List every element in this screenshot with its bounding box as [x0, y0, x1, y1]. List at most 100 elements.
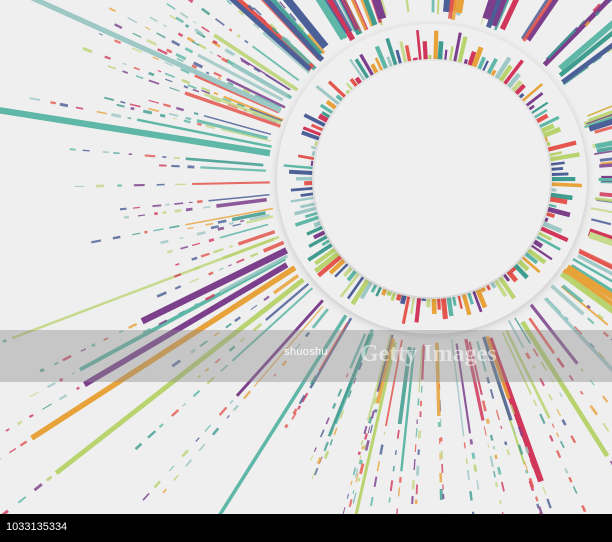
ray-dash: [179, 12, 189, 19]
ray-dash: [469, 439, 474, 445]
ring-tick: [328, 258, 346, 275]
ring-tick: [370, 63, 379, 74]
ray-dash: [201, 7, 211, 16]
ring-tick: [386, 56, 393, 67]
ring-tick: [294, 215, 319, 227]
ring-tick: [551, 166, 564, 171]
ray-dash: [148, 71, 155, 77]
ray-dash: [200, 252, 210, 258]
ray-dash: [171, 409, 180, 417]
ray-dash: [53, 361, 59, 366]
ray-dash: [602, 331, 609, 338]
ring-tick: [321, 239, 330, 247]
ray-dash: [124, 215, 130, 219]
ray-line: [216, 197, 267, 208]
ray-line: [231, 287, 314, 362]
watermark-band: [0, 330, 612, 382]
ray-dash: [29, 97, 41, 102]
ray-line: [185, 207, 274, 226]
ray-dash: [353, 377, 357, 384]
ray-dash: [379, 444, 384, 455]
ray-line: [185, 157, 264, 167]
ray-dash: [292, 408, 298, 415]
ray-dash: [197, 43, 207, 50]
ray-dash: [166, 3, 176, 10]
ring-tick: [551, 172, 569, 176]
ray-dash: [298, 23, 305, 31]
ring-tick: [313, 230, 326, 240]
ray-dash: [127, 117, 132, 120]
ray-dash: [184, 47, 194, 54]
ray-dash: [579, 390, 584, 395]
ray-dash: [222, 97, 232, 103]
ray-dash: [394, 450, 397, 455]
ray-dash: [494, 454, 498, 460]
ray-dash: [111, 113, 122, 118]
ray-dash: [388, 497, 391, 503]
ray-dash: [239, 337, 246, 343]
ray-dash: [205, 71, 210, 75]
ray-dash: [213, 247, 224, 254]
ring-tick: [510, 266, 517, 273]
ray-dash: [350, 480, 353, 486]
ray-line: [600, 181, 612, 184]
ray-line: [589, 116, 612, 126]
ray-dash: [42, 403, 52, 410]
ray-dash: [183, 85, 189, 89]
ray-dash: [177, 32, 184, 38]
ray-dash: [104, 96, 115, 102]
ray-dash: [578, 20, 585, 27]
ray-dash: [153, 480, 162, 489]
ray-dash: [131, 47, 142, 53]
ray-dash: [224, 48, 235, 57]
ray-dash: [142, 492, 150, 501]
ray-dash: [190, 348, 196, 354]
ray-dash: [238, 9, 245, 16]
ray-line: [30, 265, 297, 441]
ray-dash: [208, 238, 215, 243]
ray-dash: [481, 400, 487, 412]
ring-tick: [546, 212, 556, 218]
ray-line: [213, 33, 299, 92]
ray-dash: [29, 391, 40, 398]
ray-dash: [539, 413, 546, 425]
ray-dash: [352, 490, 355, 494]
ray-dash: [361, 445, 365, 450]
ray-dash: [127, 17, 138, 24]
ray-dash: [173, 273, 182, 278]
ray-line: [380, 0, 388, 16]
ray-dash: [319, 429, 325, 438]
ray-line: [311, 308, 329, 329]
ring-tick: [314, 247, 337, 266]
ray-dash: [555, 432, 560, 438]
ray-line: [219, 223, 269, 239]
ray-dash: [153, 228, 164, 232]
ray-line: [318, 322, 348, 371]
ray-dash: [98, 33, 103, 36]
ray-dash: [168, 112, 179, 118]
ray-dash: [176, 57, 184, 63]
ray-dash: [512, 425, 517, 435]
ring-tick: [441, 298, 448, 320]
ring-tick: [339, 273, 360, 298]
ray-dash: [145, 26, 151, 31]
ring-tick: [404, 45, 412, 62]
ray-dash: [556, 408, 561, 417]
ray-dash: [324, 441, 328, 448]
ray-dash: [415, 427, 418, 438]
ray-line: [350, 0, 367, 31]
ray-dash: [323, 450, 330, 460]
ray-line: [306, 33, 326, 55]
ray-dash: [556, 357, 565, 368]
ray-dash: [234, 316, 242, 323]
ring-tick: [327, 80, 346, 98]
ring-tick: [471, 46, 484, 68]
ray-dash: [192, 389, 201, 398]
ray-dash: [205, 293, 216, 301]
ray-dash: [368, 416, 373, 424]
ray-dash: [309, 455, 314, 462]
ray-line: [239, 57, 291, 91]
ray-dash: [547, 393, 553, 401]
ray-line: [405, 0, 410, 12]
ray-dash: [209, 51, 214, 54]
